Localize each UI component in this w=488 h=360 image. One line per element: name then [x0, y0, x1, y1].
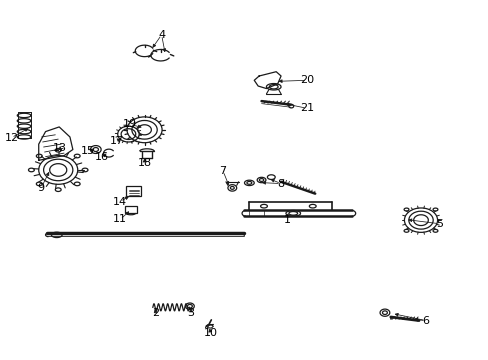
Text: 8: 8 [277, 179, 284, 189]
Text: 7: 7 [219, 166, 226, 176]
Text: 13: 13 [53, 143, 67, 153]
Bar [126, 186, 141, 196]
Text: 18: 18 [137, 158, 151, 168]
Text: 3: 3 [187, 308, 194, 318]
Text: 2: 2 [152, 309, 159, 318]
Text: 16: 16 [95, 152, 109, 162]
Text: 19: 19 [122, 120, 137, 129]
Text: 10: 10 [203, 328, 217, 338]
Text: 20: 20 [299, 75, 313, 85]
Text: 4: 4 [158, 30, 165, 40]
Text: 11: 11 [113, 215, 127, 224]
Text: 9: 9 [38, 183, 44, 193]
Text: 5: 5 [435, 219, 442, 229]
Bar [125, 206, 137, 213]
Text: 15: 15 [81, 146, 94, 156]
Text: 17: 17 [109, 136, 123, 145]
Text: 6: 6 [422, 316, 428, 325]
Text: 12: 12 [4, 133, 19, 143]
Text: 1: 1 [284, 215, 290, 225]
Text: 14: 14 [113, 197, 127, 207]
Text: 21: 21 [299, 103, 313, 113]
